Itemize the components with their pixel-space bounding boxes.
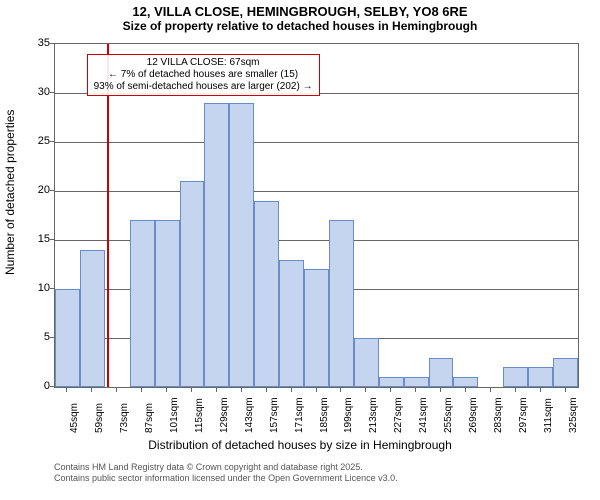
x-tick-mark (565, 388, 566, 392)
chart-title-main: 12, VILLA CLOSE, HEMINGBROUGH, SELBY, YO… (0, 0, 600, 19)
x-tick-label: 129sqm (219, 397, 230, 433)
x-tick-mark (141, 388, 142, 392)
footer-attribution: Contains HM Land Registry data © Crown c… (54, 462, 398, 484)
x-tick-label: 171sqm (294, 397, 305, 433)
x-tick-label: 59sqm (94, 403, 105, 433)
x-tick-label: 283sqm (493, 397, 504, 433)
x-tick-label: 227sqm (393, 397, 404, 433)
x-tick-mark (216, 388, 217, 392)
histogram-bar (55, 289, 80, 387)
histogram-bar (429, 358, 454, 387)
histogram-bar (229, 103, 254, 387)
x-tick-label: 157sqm (269, 397, 280, 433)
x-tick-label: 213sqm (368, 397, 379, 433)
y-tick-label: 15 (20, 233, 50, 245)
x-tick-mark (241, 388, 242, 392)
y-tick-label: 0 (20, 380, 50, 392)
x-tick-label: 241sqm (418, 397, 429, 433)
x-tick-mark (490, 388, 491, 392)
plot-area: 12 VILLA CLOSE: 67sqm ← 7% of detached h… (54, 43, 579, 388)
annotation-line-2: ← 7% of detached houses are smaller (15) (94, 69, 313, 81)
x-tick-label: 143sqm (244, 397, 255, 433)
histogram-bar (404, 377, 429, 387)
x-tick-mark (116, 388, 117, 392)
annotation-line-1: 12 VILLA CLOSE: 67sqm (94, 57, 313, 69)
x-tick-label: 325sqm (568, 397, 579, 433)
x-tick-label: 199sqm (343, 397, 354, 433)
y-tick-mark (50, 239, 54, 240)
histogram-bar (155, 220, 180, 387)
x-tick-mark (291, 388, 292, 392)
histogram-bar (379, 377, 404, 387)
x-tick-mark (166, 388, 167, 392)
x-tick-mark (365, 388, 366, 392)
y-tick-mark (50, 43, 54, 44)
gridline-h (55, 142, 578, 143)
histogram-bar (279, 260, 304, 387)
x-tick-label: 311sqm (543, 398, 554, 433)
x-tick-mark (316, 388, 317, 392)
histogram-bar (329, 220, 354, 387)
x-tick-mark (415, 388, 416, 392)
y-tick-mark (50, 337, 54, 338)
x-tick-label: 45sqm (69, 403, 80, 433)
y-tick-mark (50, 288, 54, 289)
y-tick-label: 25 (20, 135, 50, 147)
x-tick-label: 101sqm (169, 397, 180, 433)
x-tick-label: 87sqm (144, 403, 155, 433)
histogram-bar (503, 367, 528, 387)
histogram-bar (130, 220, 155, 387)
y-tick-label: 35 (20, 37, 50, 49)
y-tick-mark (50, 386, 54, 387)
x-tick-label: 255sqm (443, 397, 454, 433)
footer-line-2: Contains public sector information licen… (54, 473, 398, 484)
x-tick-mark (266, 388, 267, 392)
x-tick-mark (66, 388, 67, 392)
x-tick-mark (515, 388, 516, 392)
histogram-bar (80, 250, 105, 387)
y-tick-label: 5 (20, 331, 50, 343)
histogram-bar (204, 103, 229, 387)
x-tick-label: 297sqm (518, 397, 529, 433)
histogram-bar (528, 367, 553, 387)
x-tick-label: 73sqm (119, 403, 130, 433)
histogram-bar (354, 338, 379, 387)
x-tick-mark (390, 388, 391, 392)
x-tick-mark (91, 388, 92, 392)
y-tick-label: 10 (20, 282, 50, 294)
x-tick-label: 185sqm (319, 397, 330, 433)
annotation-box: 12 VILLA CLOSE: 67sqm ← 7% of detached h… (87, 54, 320, 96)
x-tick-mark (540, 388, 541, 392)
x-tick-mark (340, 388, 341, 392)
y-tick-label: 20 (20, 184, 50, 196)
footer-line-1: Contains HM Land Registry data © Crown c… (54, 462, 398, 473)
x-tick-label: 269sqm (468, 397, 479, 433)
x-tick-mark (465, 388, 466, 392)
histogram-bar (553, 358, 578, 387)
gridline-h (55, 191, 578, 192)
histogram-bar (254, 201, 279, 387)
histogram-bar (304, 269, 329, 387)
x-tick-mark (191, 388, 192, 392)
histogram-bar (180, 181, 205, 387)
chart-container: 12 VILLA CLOSE: 67sqm ← 7% of detached h… (0, 35, 600, 455)
y-tick-label: 30 (20, 86, 50, 98)
annotation-line-3: 93% of semi-detached houses are larger (… (94, 81, 313, 93)
chart-title-sub: Size of property relative to detached ho… (0, 19, 600, 35)
x-axis-label: Distribution of detached houses by size … (0, 438, 600, 452)
y-axis-label: Number of detached properties (3, 110, 17, 275)
histogram-bar (453, 377, 478, 387)
y-tick-mark (50, 190, 54, 191)
x-tick-mark (440, 388, 441, 392)
y-tick-mark (50, 141, 54, 142)
y-tick-mark (50, 92, 54, 93)
x-tick-label: 115sqm (194, 398, 205, 433)
